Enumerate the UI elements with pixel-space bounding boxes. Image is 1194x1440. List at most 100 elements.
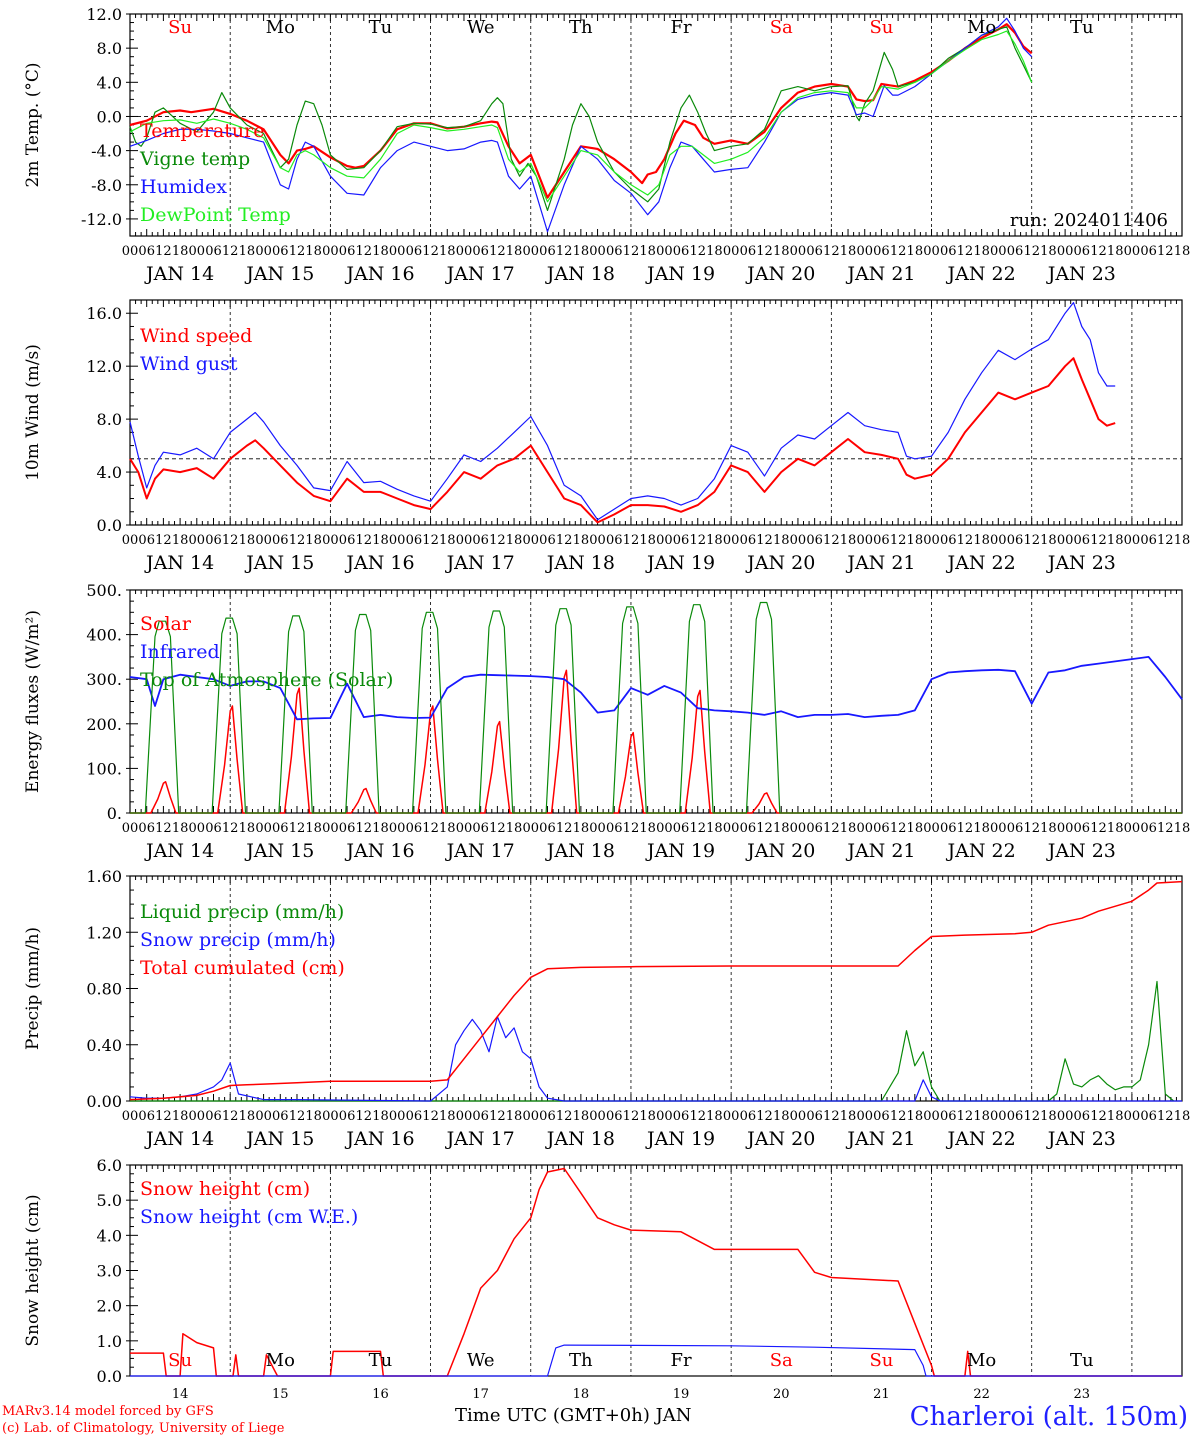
panel-4-hour-label: 18 [1107,1109,1124,1124]
panel-2-hour-label: 00 [856,533,873,548]
panel-3-hour-label: 12 [623,821,640,836]
panel-1-y-tick-label: 4.0 [97,73,122,92]
panel-3-hour-label: 12 [689,821,706,836]
panel-3-date-label: JAN 19 [645,840,715,862]
panel-2-hour-label: 00 [255,533,272,548]
panel-2-hour-label: 18 [840,533,857,548]
panel-1-y-axis-label: 2m Temp. (°C) [23,62,43,187]
panel-3-hour-label: 12 [890,821,907,836]
panel-5-y-tick-label: 0.0 [97,1367,122,1386]
panel-4-hour-label: 00 [589,1109,606,1124]
panel-4-hour-label: 18 [639,1109,656,1124]
panel-3-date-label: JAN 22 [946,840,1016,862]
panel-3-date-label: JAN 14 [144,840,214,862]
credit-line-1: MARv3.14 model forced by GFS [2,1404,214,1419]
panel-3-date-label: JAN 18 [545,840,615,862]
panel-2-hour-label: 12 [222,533,239,548]
panel-3-hour-label: 12 [823,821,840,836]
panel-4-hour-label: 12 [155,1109,172,1124]
panel-5-day-number: 20 [773,1387,790,1402]
panel-1-hour-label: 00 [790,244,807,259]
panel-3-date-label: JAN 15 [244,840,314,862]
panel-3-hour-label: 06 [138,821,155,836]
panel-1-y-tick-label: 0.0 [97,107,122,126]
panel-5-day-number: 22 [973,1387,990,1402]
panel-1-hour-label: 06 [940,244,957,259]
panel-2-frame [129,299,1183,526]
panel-2-hour-label: 18 [439,533,456,548]
panel-2-hour-label: 06 [472,533,489,548]
panel-4-y-tick-label: 1.60 [86,867,122,886]
panel-4-date-label: JAN 16 [344,1128,414,1150]
panel-4-date-label: JAN 18 [545,1128,615,1150]
panel-3-hour-label: 18 [1174,821,1191,836]
panel-3-hour-label: 12 [1157,821,1174,836]
panel-3-hour-label: 12 [1023,821,1040,836]
panel-2-hour-label: 18 [1107,533,1124,548]
panel-4-hour-label: 00 [990,1109,1007,1124]
panel-1-hour-label: 18 [773,244,790,259]
panel-3-hour-label: 00 [656,821,673,836]
panel-1-hour-label: 00 [1124,244,1141,259]
panel-3-legend-entry: Top of Atmosphere (Solar) [140,669,393,691]
panel-5-weekday-label: Th [569,1350,593,1371]
panel-3-hour-label: 18 [639,821,656,836]
panel-4-hour-label: 12 [957,1109,974,1124]
panel-4-hour-label: 00 [122,1109,139,1124]
panel-1-hour-label: 12 [623,244,640,259]
panel-5-y-tick-label: 1.0 [97,1332,122,1351]
panel-3-hour-label: 00 [1057,821,1074,836]
panel-3-hour-label: 18 [840,821,857,836]
panel-3-date-label: JAN 21 [845,840,915,862]
panel-2-y-tick-label: 0.0 [97,516,122,535]
panel-2-hour-label: 12 [356,533,373,548]
panel-1-hour-label: 12 [155,244,172,259]
panel-3-hour-label: 12 [756,821,773,836]
panel-5-weekday-label: Tu [369,1350,393,1371]
panel-3-hour-label: 06 [673,821,690,836]
panel-1-hour-label: 00 [322,244,339,259]
panel-2-hour-label: 00 [322,533,339,548]
panel-1-y-tick-label: 8.0 [97,39,122,58]
credit-line-2: (c) Lab. of Climatology, University of L… [2,1421,285,1436]
panel-1-hour-label: 06 [272,244,289,259]
panel-3-hour-label: 18 [1040,821,1057,836]
panel-5-weekday-label: Su [168,1350,192,1371]
panel-4-hour-label: 18 [172,1109,189,1124]
panel-5-y-axis-label: Snow height (cm) [23,1194,43,1346]
panel-3-hour-label: 00 [122,821,139,836]
panel-4-y-axis-label: Precip (mm/h) [23,927,43,1050]
panel-4-hour-label: 12 [823,1109,840,1124]
panel-4-hour-label: 06 [1074,1109,1091,1124]
panel-2-hour-label: 06 [406,533,423,548]
panel-2-hour-label: 12 [957,533,974,548]
panel-3-hour-label: 00 [255,821,272,836]
panel-3-hour-label: 06 [1140,821,1157,836]
panel-1-hour-label: 18 [506,244,523,259]
panel-4-hour-label: 12 [489,1109,506,1124]
panel-4-y-tick-label: 0.40 [86,1036,122,1055]
panel-3-hour-label: 18 [172,821,189,836]
panel-4-hour-label: 00 [322,1109,339,1124]
panel-1-weekday-label: Su [168,17,192,38]
panel-2-hour-label: 06 [1007,533,1024,548]
panel-2-hour-label: 12 [1157,533,1174,548]
panel-4-date-label: JAN 22 [946,1128,1016,1150]
panel-4-hour-label: 00 [1057,1109,1074,1124]
panel-2-date-label: JAN 21 [845,552,915,574]
panel-4-hour-label: 06 [1140,1109,1157,1124]
panel-2-hour-label: 18 [372,533,389,548]
panel-2-hour-label: 12 [1023,533,1040,548]
panel-3-y-tick-label: 300. [86,670,122,689]
panel-1-legend-entry: Temperature [140,120,264,142]
panel-4-date-label: JAN 23 [1046,1128,1116,1150]
panel-2-hour-label: 18 [773,533,790,548]
panel-2-hour-label: 00 [189,533,206,548]
panel-2-y-tick-label: 4.0 [97,463,122,482]
panel-2-legend-entry: Wind gust [140,353,238,375]
panel-4-hour-label: 12 [422,1109,439,1124]
panel-3-hour-label: 00 [189,821,206,836]
panel-2-hour-label: 06 [138,533,155,548]
panel-4-hour-label: 06 [539,1109,556,1124]
panel-3-y-tick-label: 200. [86,715,122,734]
